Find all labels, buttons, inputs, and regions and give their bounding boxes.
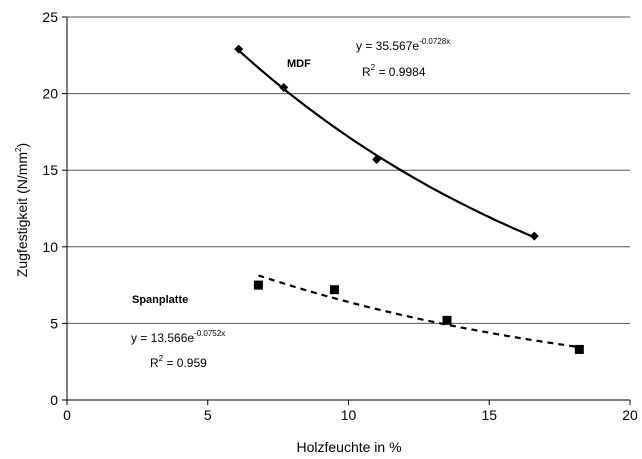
x-tick-label: 5 (204, 407, 212, 423)
y-tick-label: 15 (42, 162, 58, 178)
x-axis-label: Holzfeuchte in % (296, 439, 401, 455)
y-axis-label: Zugfestigkeit (N/mm2) (14, 143, 30, 277)
data-point-spanplatte (253, 280, 263, 290)
data-point-mdf (372, 154, 382, 164)
series-label-spanplatte: Spanplatte (132, 294, 188, 306)
equation-mdf: y = 35.567e-0.0728x (356, 37, 450, 53)
x-tick-label: 10 (341, 407, 357, 423)
tick-labels: 0 5 10 15 20 25 0 5 10 15 20 (42, 9, 638, 423)
data-point-mdf (234, 44, 244, 54)
x-tick-label: 15 (481, 407, 497, 423)
series-label-mdf: MDF (287, 58, 311, 70)
y-tick-label: 25 (42, 9, 58, 25)
data-point-spanplatte (329, 285, 339, 295)
grid-lines (67, 16, 630, 324)
axes (62, 16, 631, 405)
data-point-spanplatte (574, 344, 584, 354)
y-tick-label: 5 (50, 315, 58, 331)
series (234, 44, 584, 354)
y-tick-label: 0 (50, 392, 58, 408)
data-point-mdf (529, 231, 539, 241)
data-point-mdf (279, 82, 289, 92)
x-tick-label: 20 (622, 407, 638, 423)
r-squared-spanplatte: R2 = 0.959 (150, 354, 207, 370)
equation-spanplatte: y = 13.566e-0.0752x (131, 329, 225, 345)
trendline-mdf (237, 49, 535, 239)
r-squared-mdf: R2 = 0.9984 (362, 63, 426, 79)
y-tick-label: 10 (42, 239, 58, 255)
data-point-spanplatte (442, 315, 452, 325)
trendline-spanplatte (258, 274, 580, 349)
x-tick-label: 0 (63, 407, 71, 423)
y-tick-label: 20 (42, 86, 58, 102)
